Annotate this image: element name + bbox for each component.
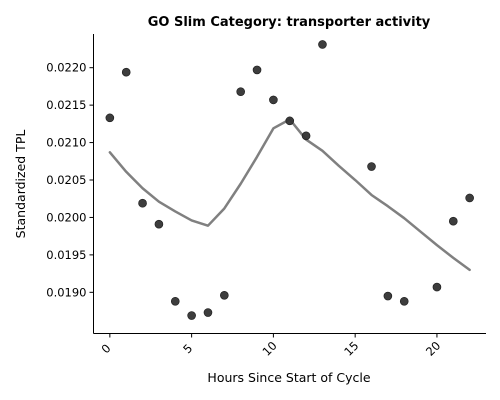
data-point-20 <box>465 193 474 203</box>
y-tick-label: 0.0215 <box>46 98 86 112</box>
data-point-2 <box>121 67 131 77</box>
data-point-19 <box>448 216 458 226</box>
data-point-6 <box>187 311 196 320</box>
data-point-12 <box>285 116 295 126</box>
x-axis-ticks: 0 5 10 15 20 <box>98 333 443 359</box>
trend-layer <box>108 118 471 272</box>
y-tick-label: 0.0220 <box>46 61 86 75</box>
data-point-15 <box>367 162 376 171</box>
x-tick-label: 20 <box>423 339 443 359</box>
data-point-13 <box>301 131 311 141</box>
y-tick-label: 0.0205 <box>46 173 86 187</box>
data-point-11 <box>269 95 278 105</box>
data-point-8 <box>220 291 229 300</box>
plot-area <box>105 40 474 320</box>
y-axis-ticks: 0.0190 0.0195 0.0200 0.0205 0.0210 0.0215 0.02… <box>46 61 94 299</box>
data-point-18 <box>432 282 442 292</box>
data-point-17 <box>399 296 409 306</box>
data-point-3 <box>138 198 147 208</box>
y-tick-label: 0.0200 <box>46 210 86 224</box>
chart-title: GO Slim Category: transporter activity <box>148 15 431 30</box>
data-point-7 <box>203 308 213 317</box>
y-tick-label: 0.0210 <box>46 136 86 150</box>
x-tick-label: 5 <box>180 341 195 356</box>
data-point-14 <box>318 40 327 49</box>
x-tick-label: 15 <box>341 339 361 359</box>
data-point-9 <box>236 87 245 96</box>
y-tick-label: 0.0195 <box>46 248 86 262</box>
y-tick-label: 0.0190 <box>46 285 86 299</box>
x-axis-label: Hours Since Start of Cycle <box>207 370 370 385</box>
trend-line <box>108 118 471 272</box>
points-layer <box>105 40 474 320</box>
data-point-4 <box>154 219 164 229</box>
data-point-5 <box>170 296 180 306</box>
x-tick-label: 0 <box>98 341 113 356</box>
y-axis-label: Standardized TPL <box>13 130 28 239</box>
data-point-10 <box>252 65 262 75</box>
data-point-1 <box>105 113 115 123</box>
x-tick-label: 10 <box>259 339 279 359</box>
data-point-16 <box>383 291 393 301</box>
